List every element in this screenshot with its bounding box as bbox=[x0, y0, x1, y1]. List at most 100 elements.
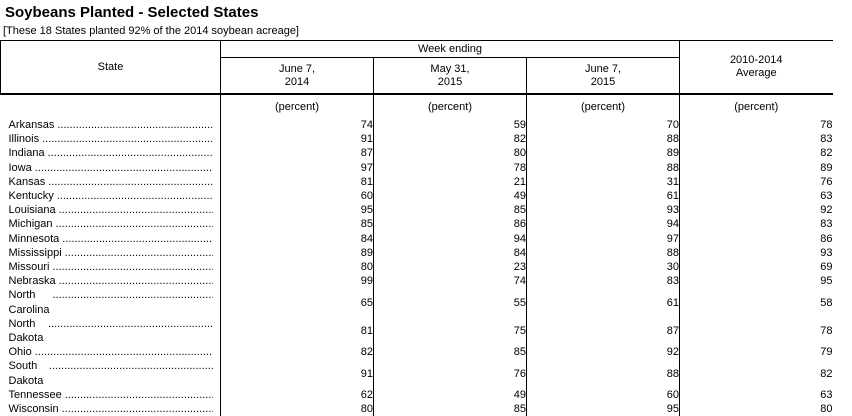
dot-leader bbox=[48, 317, 213, 331]
cell-value: 81 bbox=[220, 174, 374, 190]
cell-value: 63 bbox=[679, 189, 833, 204]
dot-leader bbox=[35, 161, 213, 175]
state-cell: Illinois bbox=[1, 132, 221, 146]
state-cell: Mississippi bbox=[1, 246, 221, 260]
cell-value: 58 bbox=[679, 288, 833, 317]
cell-value: 91 bbox=[220, 359, 374, 388]
state-label: Arkansas bbox=[8, 119, 55, 131]
cell-value: 87 bbox=[526, 316, 680, 346]
cell-value: 92 bbox=[679, 203, 833, 218]
cell-value: 79 bbox=[679, 345, 833, 360]
state-cell: Nebraska bbox=[1, 274, 221, 288]
cell-value: 80 bbox=[373, 146, 527, 161]
report-page: Soybeans Planted - Selected States [Thes… bbox=[0, 4, 852, 416]
page-title: Soybeans Planted - Selected States bbox=[5, 4, 259, 21]
unit-label: (percent) bbox=[679, 94, 833, 118]
table-row: Mississippi 89 84 88 93 bbox=[1, 245, 833, 261]
cell-value: 83 bbox=[679, 217, 833, 232]
state-cell: Wisconsin bbox=[1, 402, 221, 416]
state-cell: Kentucky bbox=[1, 189, 221, 203]
cell-value: 21 bbox=[373, 174, 527, 190]
cell-value: 85 bbox=[373, 203, 527, 218]
dot-leader bbox=[42, 132, 213, 146]
state-cell: Iowa bbox=[1, 161, 221, 175]
table-row: North Dakota 81 75 87 78 bbox=[1, 316, 833, 346]
state-label: Tennessee bbox=[8, 388, 62, 401]
state-cell: North Dakota bbox=[1, 317, 221, 345]
dot-leader bbox=[52, 288, 213, 302]
cell-value: 84 bbox=[373, 245, 527, 261]
data-rows: Arkansas 74 59 70 78 Illinois 91 82 88 8… bbox=[1, 118, 833, 416]
cell-value: 59 bbox=[373, 118, 527, 133]
state-cell: Missouri bbox=[1, 260, 221, 274]
dot-leader bbox=[52, 260, 213, 274]
state-label: Indiana bbox=[8, 147, 45, 160]
cell-value: 86 bbox=[373, 217, 527, 232]
cell-value: 55 bbox=[373, 288, 527, 317]
state-label: North Dakota bbox=[8, 317, 44, 345]
cell-value: 61 bbox=[526, 189, 680, 204]
state-label: Michigan bbox=[8, 218, 53, 231]
unit-label: (percent) bbox=[220, 94, 374, 118]
cell-value: 97 bbox=[526, 231, 680, 246]
cell-value: 80 bbox=[679, 402, 833, 416]
state-cell: Arkansas bbox=[1, 118, 221, 132]
cell-value: 88 bbox=[526, 245, 680, 261]
dot-leader bbox=[57, 118, 213, 132]
table-row: Nebraska 99 74 83 95 bbox=[1, 274, 833, 289]
dot-leader bbox=[59, 203, 213, 217]
cell-value: 82 bbox=[220, 345, 374, 360]
cell-value: 85 bbox=[373, 402, 527, 416]
dot-leader bbox=[62, 232, 213, 246]
state-label: South Dakota bbox=[8, 360, 44, 387]
cell-value: 49 bbox=[373, 387, 527, 403]
cell-value: 30 bbox=[526, 260, 680, 275]
dot-leader bbox=[65, 246, 213, 260]
cell-value: 88 bbox=[526, 160, 680, 175]
cell-value: 31 bbox=[526, 174, 680, 190]
cell-value: 78 bbox=[373, 160, 527, 175]
cell-value: 74 bbox=[373, 274, 527, 289]
cell-value: 88 bbox=[526, 132, 680, 147]
dot-leader bbox=[65, 388, 213, 402]
unit-label: (percent) bbox=[526, 94, 680, 118]
dot-leader bbox=[62, 402, 213, 416]
state-label: Minnesota bbox=[8, 232, 60, 245]
state-cell: Indiana bbox=[1, 146, 221, 160]
cell-value: 91 bbox=[220, 132, 374, 147]
cell-value: 63 bbox=[679, 387, 833, 403]
cell-value: 97 bbox=[220, 160, 374, 175]
week-ending-header: Week ending bbox=[220, 40, 680, 58]
dot-leader bbox=[49, 359, 213, 373]
cell-value: 74 bbox=[220, 118, 374, 133]
cell-value: 93 bbox=[526, 203, 680, 218]
date-column-header-3: June 7, 2015 bbox=[526, 57, 680, 95]
cell-value: 89 bbox=[526, 146, 680, 161]
cell-value: 80 bbox=[220, 260, 374, 275]
state-label: Missouri bbox=[8, 261, 50, 274]
cell-value: 60 bbox=[526, 387, 680, 403]
cell-value: 83 bbox=[526, 274, 680, 289]
table-row: Ohio 82 85 92 79 bbox=[1, 345, 833, 360]
cell-value: 99 bbox=[220, 274, 374, 289]
cell-value: 81 bbox=[220, 316, 374, 346]
cell-value: 89 bbox=[679, 160, 833, 175]
state-cell: Louisiana bbox=[1, 203, 221, 217]
table-row: Tennessee 62 49 60 63 bbox=[1, 387, 833, 403]
unit-row: (percent) (percent) (percent) (percent) bbox=[1, 94, 833, 118]
dot-leader bbox=[56, 217, 213, 231]
unit-spacer bbox=[1, 94, 221, 118]
table-row: Missouri 80 23 30 69 bbox=[1, 260, 833, 275]
cell-value: 23 bbox=[373, 260, 527, 275]
table-row: Michigan 85 86 94 83 bbox=[1, 217, 833, 232]
cell-value: 83 bbox=[679, 132, 833, 147]
state-label: North Carolina bbox=[8, 289, 50, 316]
state-label: Louisiana bbox=[8, 204, 56, 217]
state-cell: Ohio bbox=[1, 345, 221, 359]
unit-label: (percent) bbox=[373, 94, 527, 118]
dot-leader bbox=[48, 146, 213, 160]
table-row: South Dakota 91 76 88 82 bbox=[1, 359, 833, 388]
state-cell: Minnesota bbox=[1, 232, 221, 246]
state-label: Kentucky bbox=[8, 190, 54, 203]
state-label: Kansas bbox=[8, 175, 46, 188]
